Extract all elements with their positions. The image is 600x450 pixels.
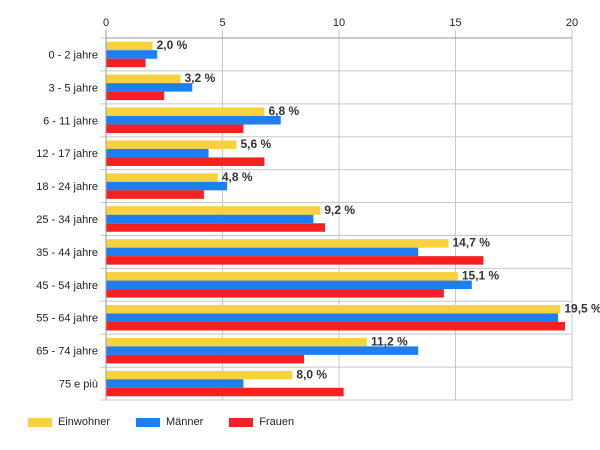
bar	[106, 223, 326, 232]
y-tick-label: 3 - 5 jahre	[48, 82, 98, 94]
bar	[106, 173, 218, 182]
y-tick-label: 75 e più	[59, 379, 98, 391]
x-tick-label: 15	[449, 17, 461, 29]
bar	[106, 272, 458, 281]
y-tick-label: 55 - 64 jahre	[36, 313, 98, 325]
bar	[106, 346, 419, 355]
data-label: 6,8 %	[268, 104, 299, 118]
bar	[106, 41, 153, 51]
bar	[106, 148, 209, 158]
bar	[106, 247, 419, 257]
bar	[106, 280, 472, 290]
legend-swatch	[28, 417, 52, 427]
y-tick-label: 65 - 74 jahre	[36, 346, 98, 358]
data-label: 8,0 %	[296, 367, 327, 381]
bar	[106, 116, 281, 125]
legend-label: Einwohner	[58, 416, 110, 428]
bar	[106, 370, 293, 380]
data-label: 5,6 %	[240, 137, 271, 151]
data-label: 3,2 %	[185, 71, 216, 85]
data-label: 19,5 %	[564, 301, 600, 315]
bar	[106, 124, 244, 134]
data-label: 9,2 %	[324, 203, 355, 217]
bar	[106, 206, 321, 215]
bar	[106, 214, 314, 224]
y-tick-label: 45 - 54 jahre	[36, 280, 98, 292]
bar	[106, 91, 165, 101]
bar	[106, 337, 367, 347]
data-label: 14,7 %	[453, 236, 491, 250]
legend-label: Frauen	[259, 416, 295, 428]
legend-swatch	[135, 417, 160, 427]
bar	[106, 140, 237, 149]
y-tick-label: 35 - 44 jahre	[36, 247, 98, 259]
legend-item: Einwohner	[28, 416, 110, 428]
bar	[106, 379, 244, 388]
bar	[106, 181, 228, 191]
bar	[106, 289, 444, 298]
bar	[106, 190, 204, 199]
y-tick-label: 18 - 24 jahre	[36, 181, 98, 193]
bar	[106, 387, 344, 397]
bar	[106, 83, 193, 92]
legend-swatch	[229, 417, 254, 427]
data-label: 4,8 %	[222, 170, 253, 184]
x-tick-label: 20	[566, 17, 578, 29]
legend-item: Frauen	[229, 416, 294, 428]
y-tick-label: 25 - 34 jahre	[36, 214, 98, 226]
bar	[106, 157, 265, 166]
bar	[106, 107, 265, 117]
x-tick-label: 5	[219, 17, 225, 29]
data-label: 2,0 %	[157, 38, 188, 52]
legend-label: Männer	[165, 416, 204, 428]
y-tick-label: 0 - 2 jahre	[48, 49, 98, 61]
bar	[106, 256, 484, 265]
bar	[106, 50, 158, 59]
bar	[106, 313, 559, 322]
bar	[106, 58, 146, 68]
data-label: 11,2 %	[371, 334, 408, 348]
bar	[106, 304, 561, 314]
data-label: 15,1 %	[462, 269, 500, 283]
legend: Einwohner Männer Frauen	[28, 416, 294, 428]
y-tick-label: 12 - 17 jahre	[36, 148, 98, 160]
bar	[106, 321, 566, 331]
x-tick-label: 0	[103, 17, 109, 29]
legend-item: Männer	[135, 416, 204, 428]
x-tick-label: 10	[333, 17, 345, 29]
bar	[106, 354, 305, 364]
bar	[106, 239, 449, 248]
y-tick-label: 6 - 11 jahre	[43, 115, 98, 127]
bar	[106, 74, 181, 84]
